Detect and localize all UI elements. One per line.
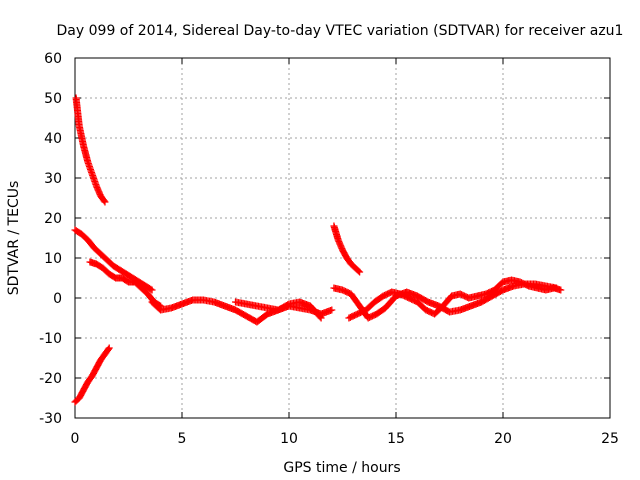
series-track-a <box>72 94 109 206</box>
series-track-g <box>330 222 364 276</box>
data-point-plus <box>147 285 155 293</box>
x-tick-label: 15 <box>387 431 405 447</box>
data-point-plus <box>316 313 324 321</box>
y-tick-label: 30 <box>44 171 62 187</box>
data-point-plus <box>356 268 364 276</box>
y-tick-label: 20 <box>44 211 62 227</box>
data-point-plus <box>317 314 325 322</box>
y-tick-label: -30 <box>39 411 62 427</box>
data-point-plus <box>105 344 113 352</box>
y-tick-label: -20 <box>39 371 62 387</box>
y-tick-label: -10 <box>39 331 62 347</box>
y-tick-label: 50 <box>44 91 62 107</box>
data-point-plus <box>355 267 363 275</box>
data-marks <box>71 94 565 406</box>
ticks: 0 5 10 15 20 25 -30 -20 -10 0 10 20 30 40 50 60 <box>39 51 619 447</box>
x-tick-label: 20 <box>494 431 512 447</box>
plot-frame <box>74 57 611 419</box>
series-track-f <box>232 298 325 322</box>
x-tick-label: 0 <box>71 431 80 447</box>
x-tick-label: 10 <box>280 431 298 447</box>
y-tick-label: 60 <box>44 51 62 67</box>
data-point-plus <box>557 286 565 294</box>
x-tick-label: 25 <box>601 431 619 447</box>
series-track-i <box>345 276 565 322</box>
chart-title: Day 099 of 2014, Sidereal Day-to-day VTE… <box>57 23 624 39</box>
series-track-c <box>71 344 113 406</box>
data-point-plus <box>148 286 156 294</box>
data-point-plus <box>100 197 108 205</box>
y-tick-label: 0 <box>53 291 62 307</box>
data-point-plus <box>101 198 109 206</box>
y-axis-label: SDTVAR / TECUs <box>6 181 22 296</box>
series-track-b <box>71 226 156 294</box>
series-track-d <box>86 258 165 310</box>
x-axis-label: GPS time / hours <box>283 460 400 476</box>
data-point-plus <box>328 306 336 314</box>
y-tick-label: 40 <box>44 131 62 147</box>
y-tick-label: 10 <box>44 251 62 267</box>
data-point-plus <box>104 345 112 353</box>
x-tick-label: 5 <box>178 431 187 447</box>
grid <box>75 58 610 418</box>
